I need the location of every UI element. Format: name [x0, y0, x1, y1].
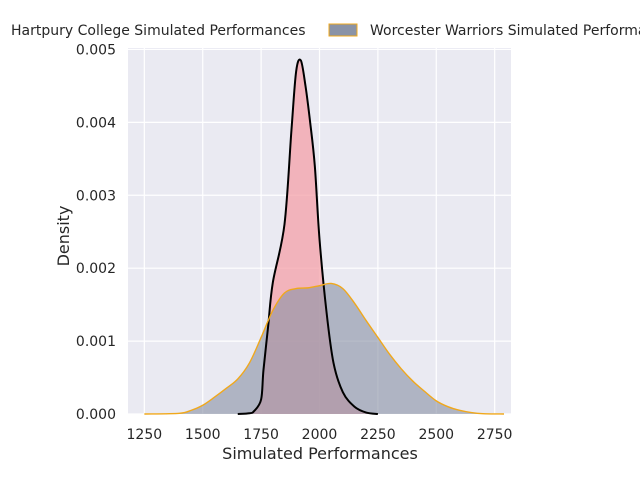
tick-labels: 1250 1500 1750 2000 2250 2500 2750 0.000 0.001 0.… [76, 42, 513, 443]
y-tick-label: 0.001 [76, 334, 116, 350]
y-tick-label: 0.003 [76, 188, 116, 204]
legend-label-hartpury: Hartpury College Simulated Performances [11, 23, 306, 39]
legend-label-worcester: Worcester Warriors Simulated Performance… [370, 23, 640, 39]
x-tick-label: 2250 [360, 427, 396, 443]
hartpury-density-line [237, 58, 379, 415]
x-axis-label: Simulated Performances [222, 444, 418, 463]
x-tick-label: 2500 [418, 427, 454, 443]
legend: Hartpury College Simulated Performances … [11, 23, 640, 39]
y-tick-label: 0.000 [76, 407, 116, 423]
worcester-density-area [144, 283, 504, 414]
y-tick-label: 0.004 [76, 115, 116, 131]
legend-swatch-worcester [328, 23, 358, 37]
x-tick-label: 2000 [302, 427, 338, 443]
x-tick-label: 1250 [127, 427, 163, 443]
x-tick-label: 1500 [185, 427, 221, 443]
worcester-density-line [144, 282, 505, 415]
y-tick-label: 0.002 [76, 261, 116, 277]
y-axis-label: Density [54, 206, 73, 267]
y-tick-label: 0.005 [76, 42, 116, 58]
density-areas [144, 58, 505, 415]
x-tick-label: 1750 [243, 427, 279, 443]
x-tick-label: 2750 [477, 427, 513, 443]
